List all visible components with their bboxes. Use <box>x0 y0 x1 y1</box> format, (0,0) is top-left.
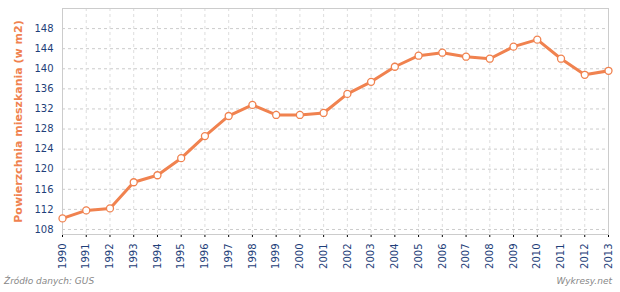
svg-text:2012: 2012 <box>579 244 590 269</box>
svg-text:124: 124 <box>34 143 53 154</box>
svg-text:128: 128 <box>34 123 53 134</box>
svg-text:120: 120 <box>34 163 53 174</box>
svg-text:148: 148 <box>34 23 53 34</box>
svg-text:2007: 2007 <box>460 244 471 269</box>
svg-text:2013: 2013 <box>603 244 614 269</box>
svg-text:1996: 1996 <box>199 244 210 269</box>
svg-text:136: 136 <box>34 83 53 94</box>
svg-text:1993: 1993 <box>128 244 139 269</box>
svg-text:1994: 1994 <box>152 244 163 269</box>
svg-text:1999: 1999 <box>270 244 281 269</box>
svg-text:2001: 2001 <box>318 244 329 269</box>
html-text:Źródło danych: GUS: Źródło danych: GUS <box>4 276 95 286</box>
svg-text:132: 132 <box>34 103 53 114</box>
svg-text:116: 116 <box>34 184 53 195</box>
svg-text:2004: 2004 <box>389 244 400 269</box>
svg-text:2009: 2009 <box>508 244 519 269</box>
svg-text:1991: 1991 <box>80 244 91 269</box>
svg-text:2003: 2003 <box>365 244 376 269</box>
svg-text:1992: 1992 <box>104 244 115 269</box>
svg-text:2006: 2006 <box>437 244 448 269</box>
svg-text:2008: 2008 <box>484 244 495 269</box>
svg-text:2011: 2011 <box>555 244 566 269</box>
svg-text:1997: 1997 <box>223 244 234 269</box>
svg-text:2000: 2000 <box>294 244 305 269</box>
svg-text:1990: 1990 <box>57 244 68 269</box>
svg-text:2002: 2002 <box>342 244 353 269</box>
svg-text:112: 112 <box>34 204 53 215</box>
svg-text:108: 108 <box>34 224 53 235</box>
svg-text:1998: 1998 <box>247 244 258 269</box>
svg-text:1995: 1995 <box>175 244 186 269</box>
svg-text:Powierzchnia mieszkania (w m2): Powierzchnia mieszkania (w m2) <box>12 20 25 222</box>
html-text:Wykresy.net: Wykresy.net <box>556 276 612 286</box>
svg-text:140: 140 <box>34 63 53 74</box>
svg-text:2005: 2005 <box>413 244 424 269</box>
svg-text:144: 144 <box>34 43 53 54</box>
svg-text:2010: 2010 <box>531 244 542 269</box>
